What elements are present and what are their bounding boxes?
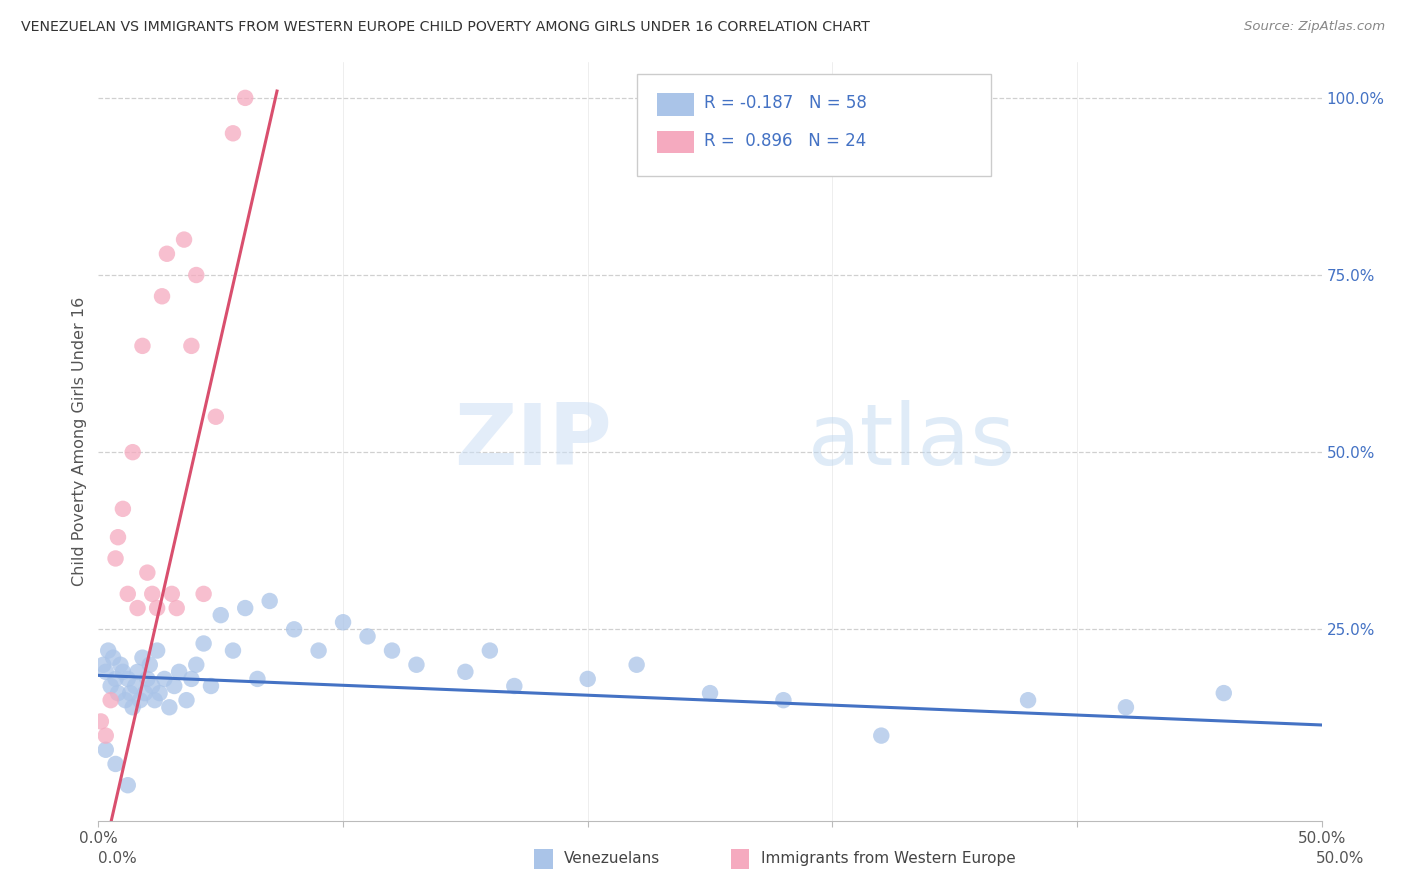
Point <box>699 686 721 700</box>
Point <box>200 679 222 693</box>
Point <box>233 91 256 105</box>
Point <box>259 594 281 608</box>
Point <box>405 657 427 672</box>
Point <box>156 246 179 260</box>
Text: 50.0%: 50.0% <box>1316 851 1364 865</box>
Point <box>107 686 129 700</box>
Point <box>121 700 143 714</box>
Point <box>146 601 169 615</box>
Point <box>94 729 117 743</box>
Point <box>193 636 215 650</box>
Point <box>1017 693 1039 707</box>
Text: 0.0%: 0.0% <box>98 851 138 865</box>
Point <box>173 233 195 247</box>
Text: ZIP: ZIP <box>454 400 612 483</box>
Y-axis label: Child Poverty Among Girls Under 16: Child Poverty Among Girls Under 16 <box>72 297 87 586</box>
Point <box>626 657 648 672</box>
Point <box>117 672 139 686</box>
Point <box>166 601 188 615</box>
Point <box>478 643 501 657</box>
Text: VENEZUELAN VS IMMIGRANTS FROM WESTERN EUROPE CHILD POVERTY AMONG GIRLS UNDER 16 : VENEZUELAN VS IMMIGRANTS FROM WESTERN EU… <box>21 20 870 34</box>
Point <box>136 672 159 686</box>
Text: R = -0.187   N = 58: R = -0.187 N = 58 <box>704 94 866 112</box>
Point <box>157 700 180 714</box>
Point <box>117 587 139 601</box>
Point <box>107 530 129 544</box>
Point <box>134 686 156 700</box>
Text: Source: ZipAtlas.com: Source: ZipAtlas.com <box>1244 20 1385 33</box>
Point <box>233 601 256 615</box>
Point <box>141 587 163 601</box>
Point <box>205 409 228 424</box>
Point <box>94 743 117 757</box>
Point <box>1115 700 1137 714</box>
Point <box>100 693 122 707</box>
Point <box>104 672 127 686</box>
Point <box>124 679 146 693</box>
Point <box>209 608 232 623</box>
Point <box>870 729 893 743</box>
Point <box>146 643 169 657</box>
Point <box>149 686 172 700</box>
Point <box>332 615 354 630</box>
Point <box>246 672 269 686</box>
Point <box>356 629 378 643</box>
Point <box>131 650 153 665</box>
Point <box>131 339 153 353</box>
Point <box>117 778 139 792</box>
Point <box>381 643 404 657</box>
Point <box>503 679 526 693</box>
Point <box>167 665 190 679</box>
Point <box>97 643 120 657</box>
Point <box>186 657 208 672</box>
Point <box>127 665 149 679</box>
Point <box>91 657 114 672</box>
Point <box>222 126 245 140</box>
Point <box>193 587 215 601</box>
Point <box>180 672 202 686</box>
Point <box>90 714 112 729</box>
Point <box>127 601 149 615</box>
Point <box>772 693 794 707</box>
Point <box>1212 686 1234 700</box>
Point <box>186 268 208 282</box>
FancyBboxPatch shape <box>658 130 695 153</box>
Point <box>222 643 245 657</box>
Point <box>150 289 173 303</box>
Point <box>143 693 166 707</box>
Point <box>104 756 127 771</box>
Point <box>160 587 183 601</box>
Point <box>308 643 330 657</box>
Point <box>180 339 202 353</box>
Text: Immigrants from Western Europe: Immigrants from Western Europe <box>761 851 1015 865</box>
Text: atlas: atlas <box>808 400 1017 483</box>
Point <box>100 679 122 693</box>
Point <box>163 679 186 693</box>
Point <box>110 657 132 672</box>
Text: Venezuelans: Venezuelans <box>564 851 659 865</box>
Point <box>121 445 143 459</box>
Point <box>454 665 477 679</box>
Point <box>129 693 152 707</box>
FancyBboxPatch shape <box>637 74 991 177</box>
Point <box>114 693 136 707</box>
Point <box>111 665 134 679</box>
Point <box>101 650 124 665</box>
Point <box>120 686 142 700</box>
Point <box>111 501 134 516</box>
Point <box>136 566 159 580</box>
Text: R =  0.896   N = 24: R = 0.896 N = 24 <box>704 131 866 150</box>
Point <box>576 672 599 686</box>
Point <box>283 623 305 637</box>
Point <box>176 693 198 707</box>
Point <box>139 657 162 672</box>
Point <box>94 665 117 679</box>
Point <box>141 679 163 693</box>
FancyBboxPatch shape <box>658 93 695 116</box>
Point <box>153 672 176 686</box>
Point <box>104 551 127 566</box>
